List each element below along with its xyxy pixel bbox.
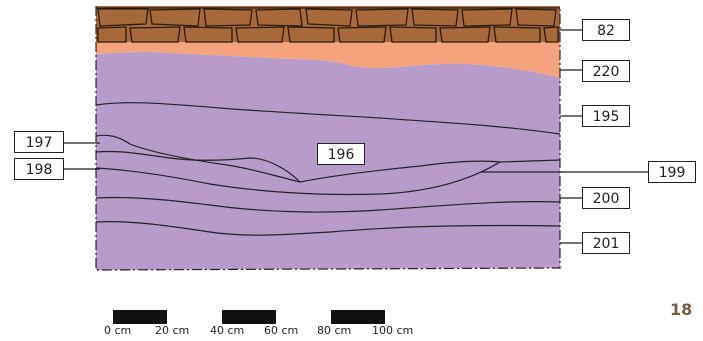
scale-label-60: 60 cm	[264, 324, 299, 337]
label-199: 199	[648, 161, 696, 183]
scale-segment-1	[113, 310, 167, 324]
scale-segment-2	[222, 310, 276, 324]
scale-label-20: 20 cm	[155, 324, 190, 337]
leader-lines	[64, 29, 648, 244]
scale-label-80: 80 cm	[317, 324, 352, 337]
brick-outlines	[96, 7, 560, 43]
layer-82-base	[96, 6, 560, 42]
label-220: 220	[582, 60, 630, 82]
scale-label-0: 0 cm	[104, 324, 132, 337]
label-200: 200	[582, 187, 630, 209]
scale-bar	[113, 310, 385, 324]
scale-label-40: 40 cm	[210, 324, 245, 337]
boundary-lines	[95, 102, 561, 236]
label-198: 198	[14, 158, 64, 180]
page-number: 18	[670, 300, 693, 319]
section-outline	[95, 6, 561, 271]
label-201: 201	[582, 232, 630, 254]
label-196: 196	[317, 143, 365, 165]
label-197: 197	[14, 131, 64, 153]
scale-segment-3	[331, 310, 385, 324]
label-195: 195	[582, 105, 630, 127]
scale-label-100: 100 cm	[372, 324, 414, 337]
label-82: 82	[582, 19, 630, 41]
